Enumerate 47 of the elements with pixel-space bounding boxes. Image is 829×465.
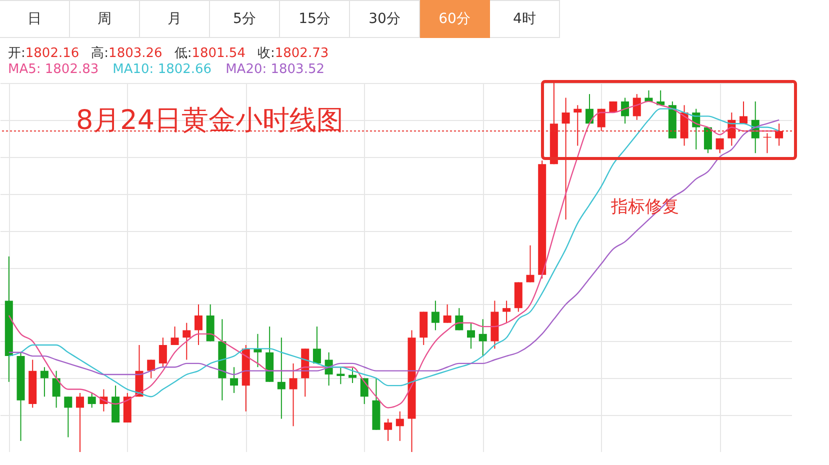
candlestick [348,367,357,384]
candlestick [467,322,475,350]
candlestick [443,304,452,324]
text: 4时 [490,0,560,38]
text: 8月24日黄金小时线图 [76,104,344,138]
candlestick [230,366,238,394]
candlestick [76,392,84,452]
text: 30分 [350,0,420,38]
candlestick [716,138,724,154]
candlestick [384,418,392,442]
candlestick [621,97,630,124]
candlestick [585,94,594,124]
text: 开:1802.16 [8,46,80,61]
candlestick [740,100,748,124]
text: 周 [70,0,140,38]
candlestick [52,370,60,408]
candlestick [431,300,440,331]
candlestick [182,322,191,360]
text: 15分 [280,0,350,38]
candlestick [194,304,202,346]
candlestick [277,337,286,420]
annotation: 指标修复 [611,196,679,218]
text: 低:1801.54 [174,46,246,61]
candlestick [40,366,48,398]
candlestick [88,392,96,408]
candlestick [704,126,712,154]
text: MA20: 1803.52 [226,62,324,77]
text: 高:1803.26 [91,46,162,61]
candlestick [170,326,179,346]
candlestick [289,362,298,427]
text: MA10: 1802.66 [112,62,212,77]
text: 5分 [210,0,280,38]
candlestick [526,244,534,283]
text: MA5: 1802.83 [8,62,99,77]
text: 收:1802.73 [257,46,329,61]
candlestick [360,378,368,405]
candlestick [312,326,321,364]
text: 月 [140,0,210,38]
candlestick [632,94,641,120]
candlestick [64,396,72,438]
candlestick [147,359,156,379]
candlestick [502,300,511,324]
candlestick [396,410,404,442]
candlestick [336,367,345,385]
candlestick [158,337,167,368]
text: 日 [0,0,70,38]
candlestick [478,318,487,357]
